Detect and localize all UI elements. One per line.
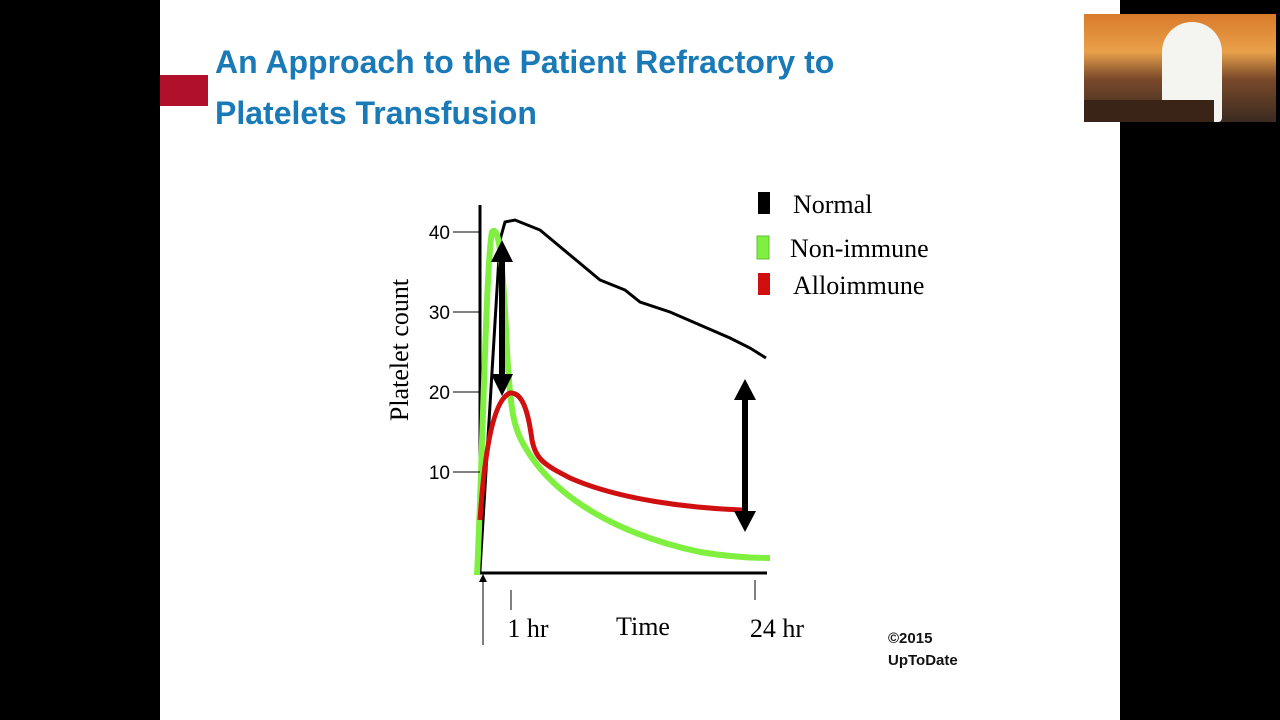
legend-swatch (758, 273, 770, 295)
x-label: Time (616, 612, 670, 641)
webcam-inset (1084, 14, 1276, 122)
podium (1084, 100, 1214, 122)
credit: UpToDate (888, 652, 958, 669)
slide-title: Platelets Transfusion (215, 95, 537, 131)
y-tick-label: 40 (429, 223, 450, 244)
arrow-head (734, 379, 756, 400)
accent-bar (160, 75, 208, 106)
legend-label: Alloimmune (793, 271, 924, 300)
y-tick-label: 10 (429, 463, 450, 484)
arrow-head (734, 511, 756, 532)
legend-swatch (756, 235, 770, 260)
x-label: 24 hr (750, 614, 805, 643)
y-tick-label: 30 (429, 303, 450, 324)
legend-swatch (758, 192, 770, 214)
normal-curve (478, 218, 767, 571)
slide-title: An Approach to the Patient Refractory to (215, 44, 835, 80)
credit: ©2015 (888, 630, 933, 647)
start-marker (479, 574, 487, 582)
y-tick-label: 20 (429, 383, 450, 404)
non-immune-curve (474, 227, 771, 576)
arrow-head (491, 240, 513, 262)
y-label: Platelet count (385, 278, 414, 421)
x-label: 1 hr (507, 614, 549, 643)
arrow-head (491, 374, 513, 396)
slide: An Approach to the Patient Refractory to… (160, 0, 1120, 720)
legend-label: Non-immune (790, 234, 929, 263)
alloimmune-curve (477, 390, 743, 521)
legend-label: Normal (793, 190, 872, 219)
